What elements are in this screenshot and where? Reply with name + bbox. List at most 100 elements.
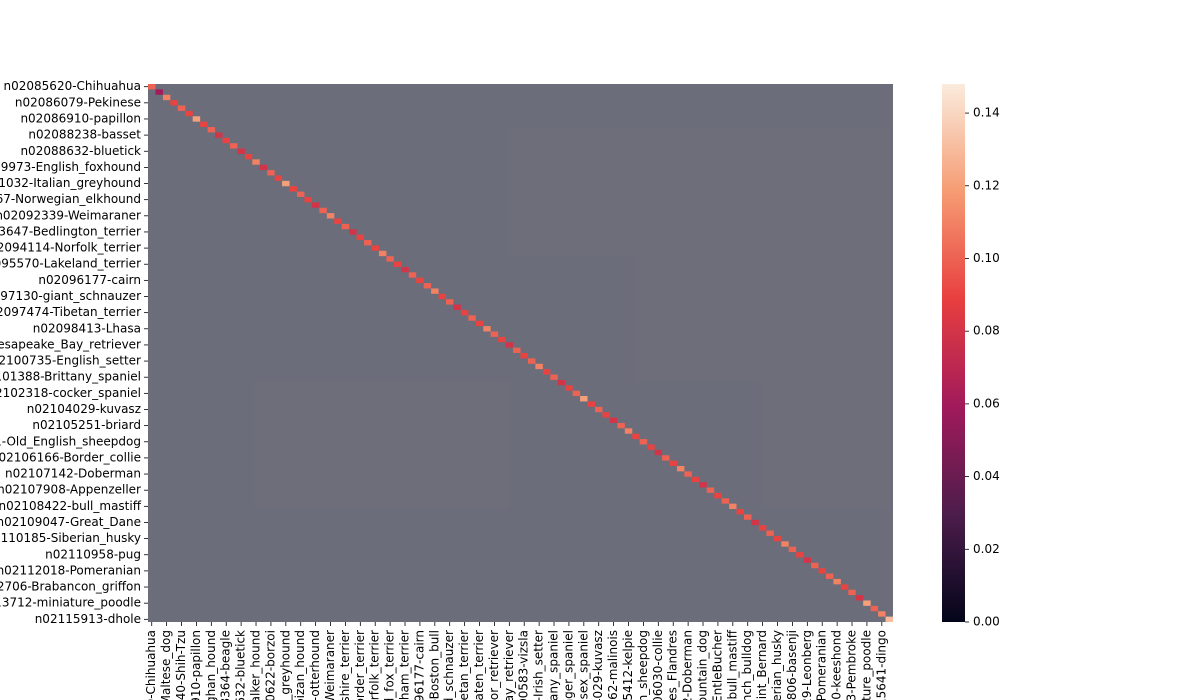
heatmap-cell [751,519,759,526]
x-tick-label: n02088632-bluetick [234,630,248,700]
x-tick-label: n02085936-Maltese_dog [159,630,173,700]
y-tick-label: n02110185-Siberian_husky [0,531,141,545]
heatmap-cell [297,191,305,197]
y-tick-label: n02106166-Border_collie [0,450,141,464]
y-tick-label: n02112018-Pomeranian [0,563,141,577]
colorbar [942,84,965,622]
x-tick-label: n02106030-collie [651,630,665,700]
heatmap-cell [766,530,774,536]
heatmap-cell [468,315,476,321]
heatmap-cell [148,84,156,90]
heatmap-cell [565,385,573,391]
heatmap-cell [520,353,528,359]
y-tick-label: n02113712-miniature_poodle [0,596,141,610]
y-tick-label: n02109047-Great_Dane [0,515,141,529]
heatmap-cell [408,272,417,278]
x-tick-label: n02109525-Saint_Bernard [755,630,769,700]
heatmap-cell [229,143,238,149]
x-tick-label: n02113712-miniature_poodle [859,630,873,700]
x-tick-label: n02108000-EntleBucher [710,630,724,700]
heatmap-cell [170,100,178,106]
y-tick-label: n02093647-Bedlington_terrier [0,224,141,238]
y-tick-label: n02105251-briard [32,418,141,432]
heatmap-cell [721,498,730,504]
heatmap-cell [282,180,290,187]
y-tick-label: n02091467-Norwegian_elkhound [0,192,141,206]
heatmap-cell [811,562,819,569]
heatmap-cell [714,492,722,499]
x-tick-label: n02107142-Doberman [681,630,695,700]
heatmap-cell [840,584,849,590]
x-tick-label: n02096585-Boston_bull [427,630,441,700]
heatmap-cell [505,342,514,348]
x-tick-label: n02090622-borzoi [263,630,277,700]
colorbar-tick-label: 0.10 [973,251,1000,265]
heatmap-cell [647,444,655,450]
x-tick-label: n02112018-Pomeranian [815,630,829,700]
x-tick-label: n02115641-dingo [874,630,888,700]
heatmap-cell [609,417,618,423]
heatmap-cell [781,541,789,547]
x-tick-label: n02088364-beagle [219,630,233,700]
heatmap-cell [676,465,685,472]
x-tick-label: n02098105-soft-coated_wheaten_terrier [472,630,486,700]
colorbar-tick-label: 0.04 [973,469,1000,483]
x-tick-label: n02101388-Brittany_spaniel [547,630,561,700]
heatmap-cell [446,299,454,305]
heatmap-cell [259,164,268,171]
heatmap-cell [662,455,670,461]
y-tick-label: n02096177-cairn [38,273,141,287]
heatmap-cell [349,229,357,235]
heatmap-cell [311,202,320,208]
heatmap-cell [684,471,692,477]
x-tick-label: n02093754-Border_terrier [353,630,367,700]
heatmap-cell [542,369,551,375]
heatmap-cell [386,256,394,262]
heatmap-cell [416,277,424,284]
heatmap-cell [513,347,521,353]
heatmap-cell [803,557,812,563]
x-tick-label: n02097209-standard_schnauzer [442,630,456,700]
heatmap-cell [848,589,856,596]
heatmap-cell [326,213,335,219]
heatmap-cell [736,509,744,515]
y-tick-label: n02092339-Weimaraner [0,208,141,222]
heatmap-cell [818,568,826,574]
heatmap-cell [431,288,439,294]
heatmap-cell [572,390,581,397]
heatmap-cell [691,476,700,483]
y-tick-label: n02085620-Chihuahua [4,79,141,93]
heatmap-cell [729,503,737,510]
heatmap-cell [595,406,603,413]
y-tick-label: n02107908-Appenzeller [0,483,141,497]
heatmap-cell [237,148,245,154]
x-tick-label: n02106382-Bouvier_des_Flandres [666,630,680,700]
y-tick-label: n02104029-kuvasz [27,402,141,416]
y-tick-label: n02091032-Italian_greyhound [0,176,141,190]
heatmap-cell [639,439,648,445]
heatmap-cell [438,293,446,300]
y-tick-label: n02089973-English_foxhound [0,160,141,174]
y-tick-label: n02086079-Pekinese [15,95,141,109]
x-tick-label: n02112350-keeshond [830,630,844,700]
heatmap-cell [200,121,208,128]
colorbar-tick-label: 0.08 [973,324,1000,338]
colorbar-tick-label: 0.06 [973,396,1000,410]
y-tick-label: n02086910-papillon [20,111,141,125]
heatmap-cell [252,159,260,165]
heatmap-cell [192,116,201,122]
x-tick-label: n02091032-Italian_greyhound [278,630,292,700]
y-tick-label: n02105641-Old_English_sheepdog [0,434,141,448]
x-tick-label: n02089867-Walker_hound [249,630,263,700]
heatmap-cell [222,137,230,144]
heatmap-cell [162,94,171,101]
x-tick-label: n02099849-Chesapeake_Bay_retriever [502,630,516,700]
y-tick-label: n02110958-pug [45,547,141,561]
y-tick-label: n02102318-cocker_spaniel [0,386,141,400]
x-tick-label: n02102177-Welsh_springer_spaniel [561,630,575,700]
heatmap-cell [796,552,804,558]
heatmap-cell [475,320,484,327]
heatmap-cell [587,401,595,407]
heatmap-cell [550,374,558,380]
heatmap-cell [788,546,797,553]
